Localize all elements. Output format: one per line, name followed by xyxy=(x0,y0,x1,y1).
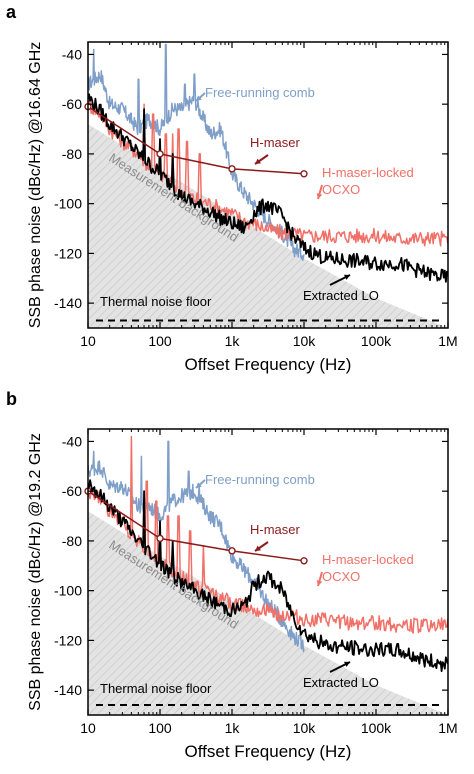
y-tick-label: -40 xyxy=(62,433,82,449)
annotation-arrowhead xyxy=(316,580,323,586)
plot-frame xyxy=(87,41,449,329)
x-tick-label: 100k xyxy=(361,720,392,736)
x-axis-label: Offset Frequency (Hz) xyxy=(185,742,352,761)
annotation-arrowhead xyxy=(255,158,261,164)
annotation-extracted-lo: Extracted LO xyxy=(303,288,379,303)
y-tick-label: -60 xyxy=(62,96,82,112)
x-tick-label: 10k xyxy=(293,333,317,349)
h-maser-point xyxy=(156,150,164,158)
y-tick-label: -60 xyxy=(62,483,82,499)
series-line-2 xyxy=(88,93,448,283)
h-maser-point xyxy=(228,547,236,555)
panel-a: a 10 100 1k 10k 100k 1M -140 -120 -100 -80 -60 -40 O… xyxy=(6,2,458,374)
annotation-ocxo: OCXO xyxy=(322,182,360,197)
y-tick-label: -120 xyxy=(54,245,82,261)
x-tick-label: 10 xyxy=(80,333,96,349)
annotation-free-running-comb: Free-running comb xyxy=(205,85,315,100)
x-tick-label: 1M xyxy=(438,333,457,349)
y-axis-label: SSB phase noise (dBc/Hz) @19.2 GHz xyxy=(27,433,44,711)
x-tick-label: 100 xyxy=(148,333,172,349)
y-tick-label: -40 xyxy=(62,46,82,62)
x-tick-label: 100 xyxy=(148,720,172,736)
annotation-arrowhead xyxy=(196,482,202,488)
y-tick-label: -140 xyxy=(54,682,82,698)
series-line-0 xyxy=(88,440,305,653)
x-tick-label: 100k xyxy=(361,333,392,349)
series-line-0 xyxy=(88,43,305,261)
panel-b: b 10 100 1k 10k 100k 1M -140 -120 -100 -80 -60 -40 O… xyxy=(0,387,474,774)
h-maser-line xyxy=(87,490,305,562)
series-line-2 xyxy=(88,479,448,673)
h-maser-line xyxy=(87,106,305,175)
x-tick-label: 10 xyxy=(80,720,96,736)
x-axis-label: Offset Frequency (Hz) xyxy=(185,355,352,374)
annotation-h-maser: H-maser xyxy=(250,522,301,537)
measurement-background-region xyxy=(88,511,448,715)
annotation-h-maser: H-maser xyxy=(250,135,301,150)
x-tick-label: 1k xyxy=(225,720,241,736)
y-tick-label: -80 xyxy=(62,533,82,549)
annotation-arrowhead xyxy=(344,661,350,667)
annotation-thermal-noise-floor: Thermal noise floor xyxy=(100,294,212,309)
annotation-arrowhead xyxy=(316,193,323,199)
x-tick-label: 10k xyxy=(293,720,317,736)
h-maser-point xyxy=(156,534,164,543)
y-tick-label: -100 xyxy=(54,196,82,212)
measurement-background-region xyxy=(88,124,448,328)
phase-noise-chart-a: 10 100 1k 10k 100k 1M -140 -120 -100 -80 -60 -40 Off… xyxy=(27,41,458,374)
phase-noise-chart-b: 10 100 1k 10k 100k 1M -140 -120 -100 -80 -60 -40 Off… xyxy=(27,428,458,761)
y-tick-label: -100 xyxy=(54,583,82,599)
annotation-h-maser-locked: H-maser-locked xyxy=(322,165,414,180)
y-tick-label: -140 xyxy=(54,295,82,311)
y-axis-label: SSB phase noise (dBc/Hz) @16.64 GHz xyxy=(27,42,44,329)
annotation-thermal-noise-floor: Thermal noise floor xyxy=(100,681,212,696)
series-line-1 xyxy=(88,99,448,247)
y-tick-label: -80 xyxy=(62,146,82,162)
annotation-extracted-lo: Extracted LO xyxy=(303,675,379,690)
panel-label: a xyxy=(6,2,17,22)
x-tick-label: 1k xyxy=(225,333,241,349)
annotation-arrowhead xyxy=(255,545,261,551)
x-tick-label: 1M xyxy=(438,720,457,736)
annotation-ocxo: OCXO xyxy=(322,569,360,584)
y-tick-label: -120 xyxy=(54,632,82,648)
panel-label: b xyxy=(6,389,17,409)
annotation-arrowhead xyxy=(196,95,202,101)
annotation-free-running-comb: Free-running comb xyxy=(205,472,315,487)
annotation-arrowhead xyxy=(344,274,350,280)
h-maser-point xyxy=(300,557,308,565)
annotation-h-maser-locked: H-maser-locked xyxy=(322,552,414,567)
h-maser-point xyxy=(228,165,236,173)
h-maser-point xyxy=(300,170,308,178)
plot-frame xyxy=(87,428,449,716)
